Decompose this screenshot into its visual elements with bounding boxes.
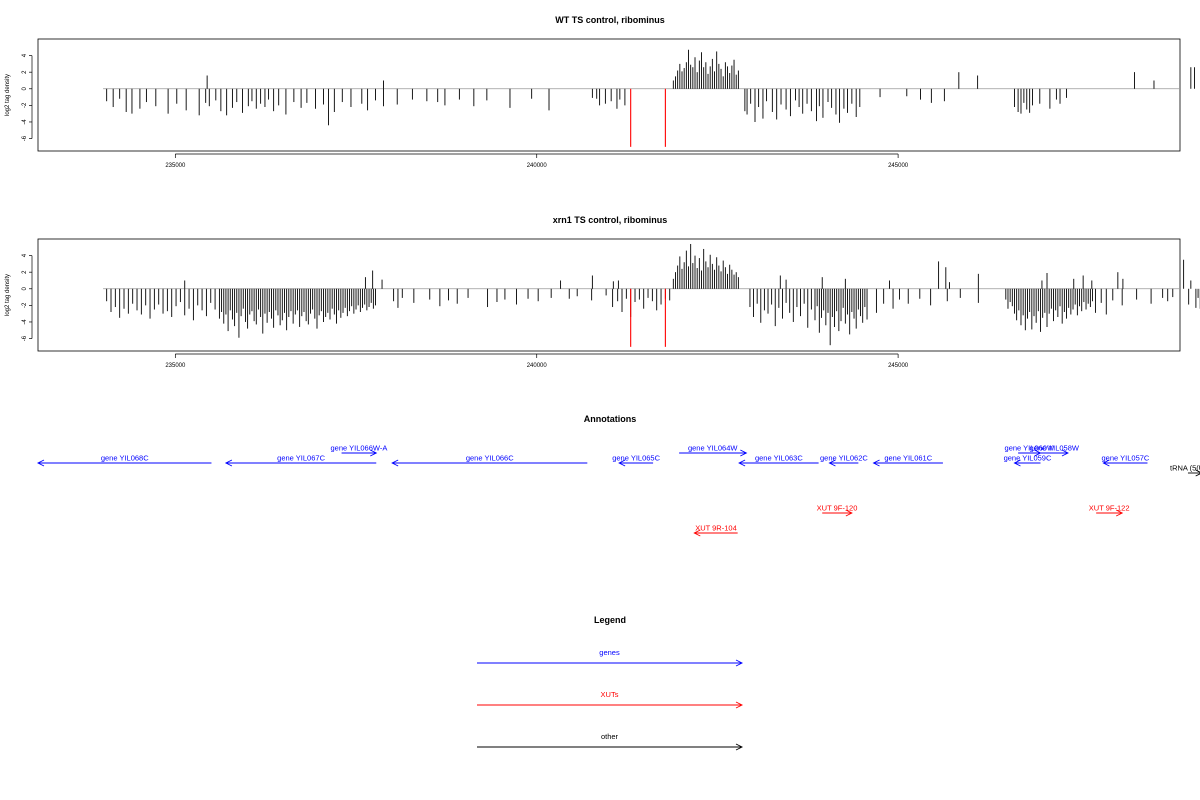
feature-label: gene YIL067C (277, 454, 325, 463)
feature-arrowhead (828, 459, 836, 467)
xrn1-plot-frame (37, 238, 1181, 352)
y-tick-label: -6 (22, 335, 28, 341)
legend-label: other (601, 732, 619, 741)
legend-label: XUTs (601, 690, 619, 699)
x-tick-label: 240000 (527, 363, 548, 369)
wt-bars (106, 49, 1195, 147)
feature-label: gene YIL066C (466, 454, 514, 463)
feature-label: gene YIL060W (1005, 444, 1055, 453)
feature-label: gene YIL059C (1004, 454, 1052, 463)
xrn1-y-axis: 4 2 0 -2 -4 -6 (22, 253, 33, 341)
legend-arrowhead (735, 701, 744, 709)
wt-plot-frame (37, 38, 1181, 152)
feature-arrowhead (391, 459, 399, 467)
feature-arrowhead (36, 459, 45, 467)
feature-label: tRNA (5(UGA)I (1170, 464, 1200, 473)
feature-arrowhead (370, 449, 378, 457)
feature-arrowhead (740, 449, 748, 457)
legend: Legend genes XUTs other (477, 615, 744, 751)
feature-label: gene YIL058W (1029, 444, 1079, 453)
feature-label: gene YIL065C (612, 454, 660, 463)
y-tick-label: 4 (22, 253, 28, 257)
y-tick-label: 0 (22, 86, 28, 90)
feature-arrowhead (1115, 509, 1124, 517)
feature-arrowhead (872, 459, 880, 467)
wt-y-axis-label: log2 tag density (5, 74, 11, 116)
y-tick-label: -2 (22, 302, 28, 308)
legend-arrowhead (735, 743, 744, 751)
y-tick-label: 0 (22, 286, 28, 290)
legend-title: Legend (594, 615, 626, 625)
x-tick-label: 245000 (888, 163, 909, 169)
annotations-track: Annotations gene YIL068C gene YIL067Cgene… (36, 414, 1200, 537)
feature-arrowhead (1013, 459, 1021, 467)
y-tick-label: -4 (22, 119, 28, 125)
wt-x-axis: 235000 240000 245000 (165, 153, 909, 169)
feature-label: gene YIL063C (755, 454, 803, 463)
x-tick-label: 235000 (165, 363, 186, 369)
legend-items: genes XUTs other (477, 648, 744, 751)
xrn1-x-axis: 235000 240000 245000 (165, 353, 909, 369)
annotations-title: Annotations (584, 414, 637, 424)
xrn1-bars (106, 243, 1200, 347)
feature-label: XUT 9F-122 (1089, 504, 1130, 513)
x-tick-label: 240000 (527, 163, 548, 169)
wt-y-axis: 4 2 0 -2 -4 -6 (22, 53, 33, 141)
feature-label: gene YIL057C (1102, 454, 1150, 463)
wt-density-panel: WT TS control, ribominus log2 tag densit… (5, 15, 1195, 169)
feature-label: XUT 9F-120 (817, 504, 858, 513)
feature-arrowhead (738, 459, 746, 467)
y-tick-label: -4 (22, 319, 28, 325)
legend-arrowhead (735, 659, 744, 667)
xrn1-y-axis-label: log2 tag density (5, 274, 11, 316)
xrn1-panel-title: xrn1 TS control, ribominus (553, 215, 668, 225)
feature-arrowhead (1102, 459, 1110, 467)
feature-label: gene YIL061C (884, 454, 932, 463)
x-tick-label: 245000 (888, 363, 909, 369)
y-tick-label: 2 (22, 270, 28, 274)
annotation-features: gene YIL068C gene YIL067C gene YIL066W-A ge… (36, 444, 1200, 537)
feature-arrowhead (224, 459, 233, 467)
feature-label: gene YIL068C (101, 454, 149, 463)
feature-label: gene YIL066W-A (330, 444, 387, 453)
legend-label: genes (599, 648, 620, 657)
feature-label: XUT 9R-104 (695, 524, 737, 533)
feature-arrowhead (845, 509, 853, 517)
feature-arrowhead (1195, 469, 1200, 477)
y-tick-label: 2 (22, 70, 28, 74)
feature-arrowhead (618, 459, 626, 467)
y-tick-label: -6 (22, 135, 28, 141)
y-tick-label: 4 (22, 53, 28, 57)
y-tick-label: -2 (22, 102, 28, 108)
wt-panel-title: WT TS control, ribominus (555, 15, 665, 25)
feature-arrowhead (1061, 449, 1069, 457)
xrn1-density-panel: xrn1 TS control, ribominus log2 tag dens… (5, 215, 1200, 369)
feature-label: gene YIL064W (688, 444, 738, 453)
x-tick-label: 235000 (165, 163, 186, 169)
feature-label: gene YIL062C (820, 454, 868, 463)
feature-arrowhead (693, 529, 701, 537)
